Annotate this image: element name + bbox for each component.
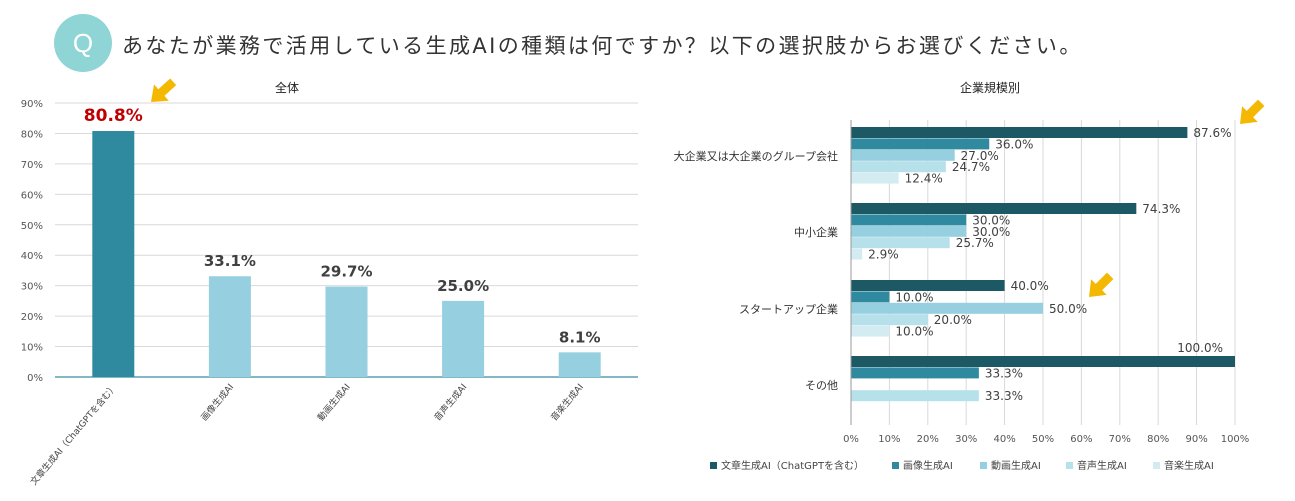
right-value-label: 36.0%: [995, 137, 1033, 151]
right-x-tick-label: 50%: [1032, 434, 1054, 445]
right-category-label: 中小企業: [794, 225, 838, 239]
right-value-label: 50.0%: [1049, 302, 1087, 316]
left-value-label: 80.8%: [84, 106, 143, 126]
left-y-tick-label: 50%: [21, 221, 43, 232]
right-category-label: 大企業又は大企業のグループ会社: [674, 149, 838, 163]
left-y-tick-label: 20%: [21, 312, 43, 323]
left-chart-title: 全体: [275, 80, 299, 95]
highlight-arrow-icon: [1089, 272, 1114, 297]
right-value-label: 2.9%: [868, 248, 899, 262]
question-badge: Q: [54, 14, 112, 72]
right-x-tick-label: 60%: [1070, 434, 1092, 445]
question-text: あなたが業務で活用している生成AIの種類は何ですか？以下の選択肢からお選びくださ…: [122, 34, 1083, 58]
left-y-tick-label: 90%: [21, 99, 43, 110]
left-y-tick-label: 30%: [21, 282, 43, 293]
right-x-tick-label: 100%: [1221, 434, 1250, 445]
legend-label: 音楽生成AI: [1164, 459, 1214, 472]
legend-label: 画像生成AI: [903, 459, 953, 472]
left-y-tick-label: 10%: [21, 343, 43, 354]
legend-swatch: [892, 462, 899, 469]
right-value-label: 74.3%: [1142, 202, 1180, 216]
left-category-label: 文章生成AI（ChatGPTを含む）: [28, 381, 120, 487]
right-bar: [851, 314, 928, 326]
right-bar: [851, 172, 899, 184]
right-bar: [851, 291, 890, 303]
right-x-tick-label: 0%: [843, 434, 859, 445]
left-y-tick-label: 80%: [21, 129, 43, 140]
left-y-tick-label: 0%: [27, 373, 43, 384]
left-value-label: 25.0%: [437, 277, 489, 295]
right-x-tick-label: 30%: [955, 434, 977, 445]
left-bar: [208, 276, 251, 377]
left-bar: [442, 300, 485, 377]
legend-swatch: [980, 462, 987, 469]
right-bar: [851, 302, 1043, 314]
right-value-label: 12.4%: [905, 172, 943, 186]
legend-label: 動画生成AI: [991, 459, 1041, 472]
right-x-tick-label: 40%: [993, 434, 1015, 445]
right-value-label: 10.0%: [895, 325, 933, 339]
left-category-label: 画像生成AI: [198, 381, 236, 423]
right-value-label: 24.7%: [952, 160, 990, 174]
right-bar: [851, 356, 1235, 367]
left-category-label: 音声生成AI: [431, 381, 469, 423]
highlight-arrow-icon: [151, 78, 177, 102]
right-value-label: 25.7%: [956, 236, 994, 250]
right-bar: [851, 325, 890, 337]
right-bar: [851, 138, 990, 150]
legend-label: 文章生成AI（ChatGPTを含む）: [721, 459, 864, 472]
right-x-tick-label: 90%: [1185, 434, 1207, 445]
right-category-label: その他: [805, 379, 838, 392]
left-category-label: 音楽生成AI: [548, 381, 586, 423]
right-value-label: 40.0%: [1011, 279, 1049, 293]
left-y-tick-label: 60%: [21, 190, 43, 201]
right-value-label: 33.3%: [985, 389, 1023, 403]
right-bar: [851, 390, 979, 402]
right-value-label: 27.0%: [961, 149, 999, 163]
highlight-arrow-icon: [1240, 99, 1265, 124]
right-value-label: 30.0%: [972, 213, 1010, 227]
left-value-label: 33.1%: [204, 252, 256, 270]
right-bar: [851, 248, 863, 260]
right-bar: [851, 214, 967, 226]
right-value-label: 10.0%: [895, 290, 933, 304]
left-value-label: 29.7%: [320, 263, 372, 281]
right-category-label: スタートアップ企業: [739, 302, 838, 316]
right-value-label: 33.3%: [985, 366, 1023, 380]
right-bar: [851, 367, 979, 379]
left-value-label: 8.1%: [559, 328, 601, 346]
right-x-tick-label: 20%: [917, 434, 939, 445]
left-y-tick-label: 40%: [21, 251, 43, 262]
right-value-label: 87.6%: [1193, 126, 1231, 140]
right-bar: [851, 280, 1005, 291]
legend-swatch: [710, 462, 717, 469]
right-bar: [851, 237, 950, 249]
right-value-label: 30.0%: [972, 225, 1010, 239]
legend-swatch: [1153, 462, 1160, 469]
left-bar: [325, 286, 368, 377]
right-bar: [851, 127, 1188, 138]
right-x-tick-label: 70%: [1109, 434, 1131, 445]
left-category-label: 動画生成AI: [315, 381, 353, 423]
left-bar: [92, 131, 135, 377]
right-bar: [851, 149, 955, 161]
right-bar: [851, 161, 946, 173]
right-bar: [851, 225, 967, 237]
left-bar: [558, 352, 601, 377]
right-chart-title: 企業規模別: [960, 80, 1020, 95]
right-x-tick-label: 10%: [878, 434, 900, 445]
right-value-label: 100.0%: [1177, 341, 1223, 355]
right-value-label: 20.0%: [934, 313, 972, 327]
right-x-tick-label: 80%: [1147, 434, 1169, 445]
left-y-tick-label: 70%: [21, 160, 43, 171]
right-bar: [851, 203, 1137, 214]
legend-swatch: [1066, 462, 1073, 469]
legend-label: 音声生成AI: [1077, 459, 1127, 472]
